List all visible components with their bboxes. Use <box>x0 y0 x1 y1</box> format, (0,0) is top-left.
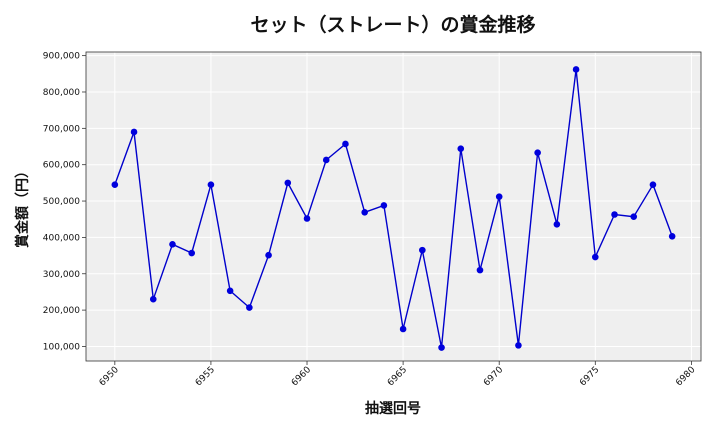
data-point <box>630 213 638 220</box>
data-point <box>149 295 157 303</box>
data-point <box>246 304 253 311</box>
chart-title: セット（ストレート）の賞金推移 <box>250 13 535 36</box>
x-tick-label: 6970 <box>482 365 505 388</box>
series-line-group <box>111 66 676 351</box>
data-point <box>342 140 349 148</box>
x-tick-label: 6980 <box>674 365 697 388</box>
y-tick-label: 300,000 <box>43 270 80 280</box>
data-point <box>399 325 407 333</box>
data-point <box>130 128 138 136</box>
data-point <box>611 211 618 218</box>
data-point <box>226 287 234 295</box>
y-axis-label: 賞金額（円） <box>14 164 31 248</box>
data-point <box>361 209 368 216</box>
plot-area <box>86 52 701 361</box>
y-tick-label: 100,000 <box>43 342 80 352</box>
data-point <box>515 342 522 349</box>
data-point <box>572 66 580 73</box>
data-point <box>649 181 657 188</box>
data-point <box>495 193 503 200</box>
data-point <box>303 215 311 222</box>
y-tick-label: 600,000 <box>43 161 80 171</box>
data-point <box>207 181 215 188</box>
data-point <box>591 253 599 261</box>
x-axis: 6950 6955 6960 6965 6970 6975 6980 <box>98 361 698 388</box>
series-line <box>114 69 673 348</box>
x-tick-label: 6960 <box>290 365 313 388</box>
data-point <box>380 202 388 209</box>
x-tick-label: 6950 <box>98 365 121 388</box>
x-axis-label: 抽選回号 <box>365 400 421 417</box>
plot-frame <box>85 51 702 362</box>
data-point <box>553 221 561 228</box>
data-point <box>169 241 176 248</box>
data-point <box>476 266 484 274</box>
data-point <box>534 149 541 156</box>
y-tick-label: 200,000 <box>43 306 80 316</box>
data-point <box>188 249 196 257</box>
y-tick-label: 400,000 <box>43 233 80 243</box>
data-point <box>284 179 292 187</box>
data-point <box>668 233 676 240</box>
x-tick-label: 6965 <box>386 365 409 388</box>
y-axis: 100,000 200,000 300,000 400,000 500,000 600,0… <box>43 52 86 352</box>
data-point <box>322 156 330 164</box>
grid <box>86 52 701 361</box>
data-point <box>457 145 465 152</box>
y-tick-label: 800,000 <box>43 88 80 98</box>
y-tick-label: 500,000 <box>43 197 80 207</box>
data-point <box>438 344 445 351</box>
x-tick-label: 6975 <box>578 365 601 388</box>
y-tick-label: 700,000 <box>43 124 80 134</box>
y-tick-label: 900,000 <box>43 52 80 62</box>
data-point <box>111 181 119 188</box>
data-point <box>419 246 426 254</box>
x-tick-label: 6955 <box>194 365 217 388</box>
data-point <box>265 251 272 259</box>
